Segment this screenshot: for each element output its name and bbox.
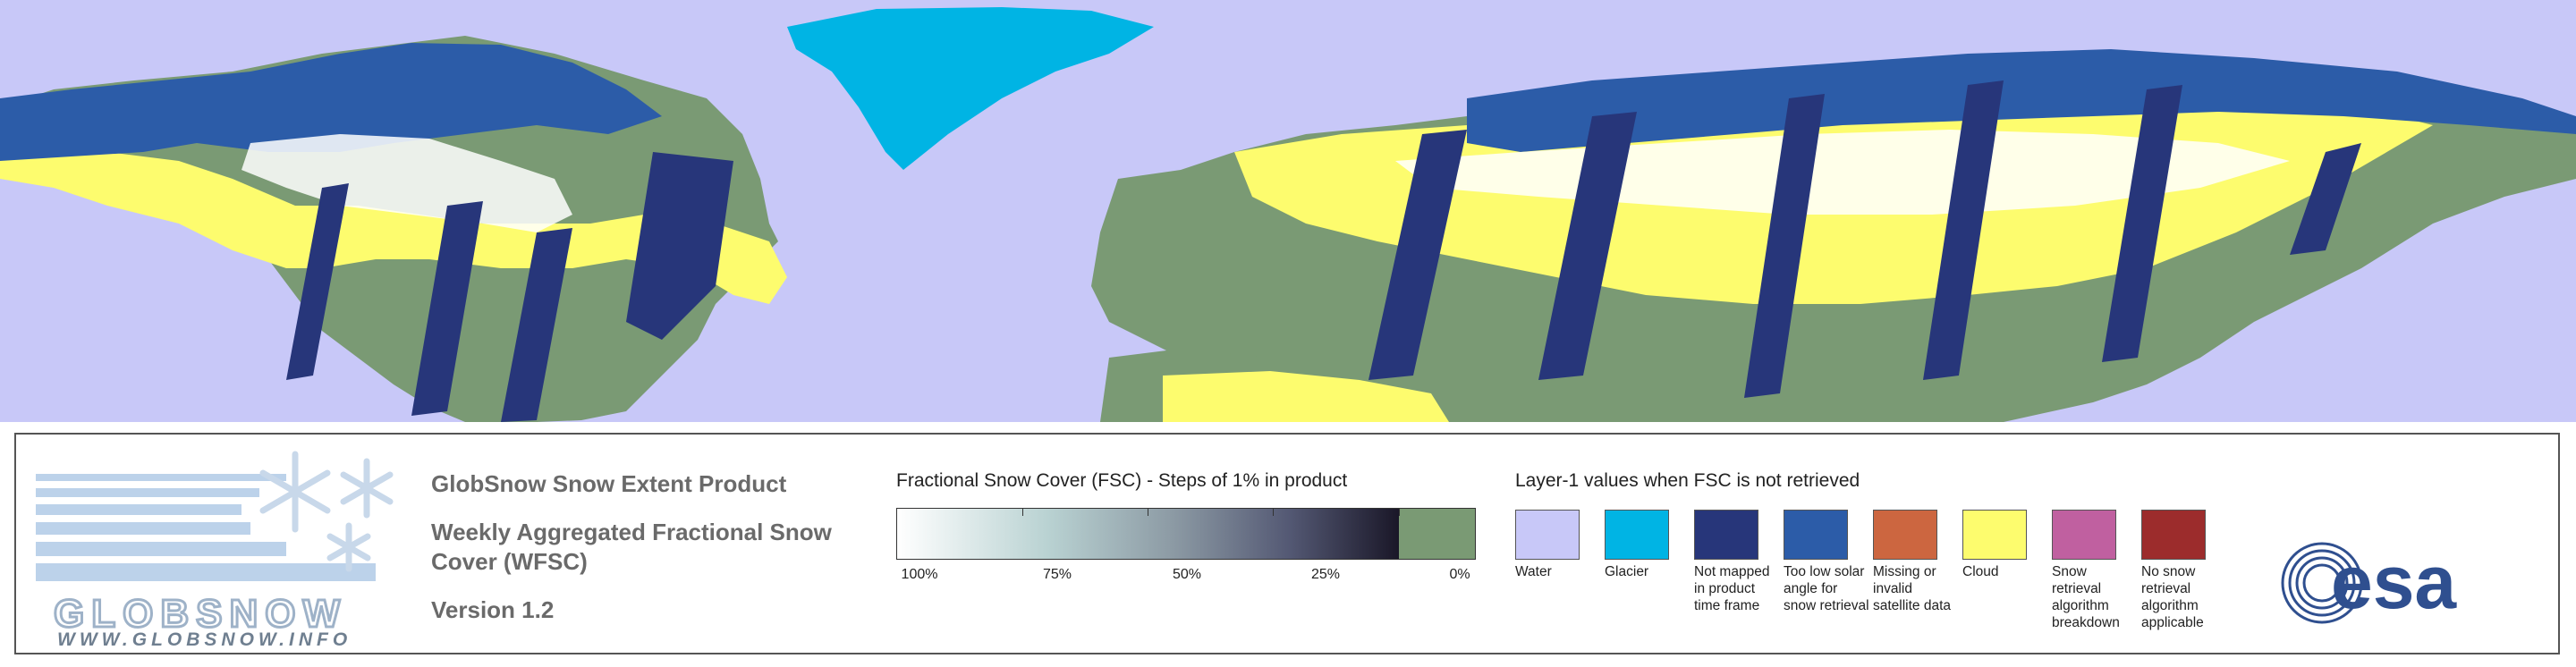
legend-item-not-mapped: Not mapped in product time frame bbox=[1694, 510, 1780, 614]
fsc-legend: Fractional Snow Cover (FSC) - Steps of 1… bbox=[896, 470, 1487, 587]
globsnow-url: WWW.GLOBSNOW.INFO bbox=[57, 629, 352, 650]
fsc-ticklabel-75: 75% bbox=[1042, 567, 1072, 582]
snowflake-icon bbox=[259, 451, 394, 572]
not-mapped-swaths bbox=[286, 80, 2361, 422]
africa-cloud bbox=[1163, 371, 1449, 422]
swath-7 bbox=[1744, 94, 1825, 398]
legend-item-missing-data: Missing or invalid satellite data bbox=[1873, 510, 1959, 614]
legend-label-algorithm-breakdown: Snow retrieval algorithm breakdown bbox=[2052, 564, 2120, 630]
legend-item-no-algorithm: No snow retrieval algorithm applicable bbox=[2141, 510, 2227, 631]
fsc-legend-title: Fractional Snow Cover (FSC) - Steps of 1… bbox=[896, 470, 1348, 491]
swath-5 bbox=[1368, 130, 1467, 380]
legend-swatch-glacier bbox=[1605, 510, 1669, 560]
greenland-glacier bbox=[787, 7, 1154, 170]
swath-8 bbox=[1923, 80, 2004, 380]
layer1-legend-title: Layer-1 values when FSC is not retrieved bbox=[1515, 470, 1860, 491]
north-america-cloud bbox=[0, 143, 787, 304]
swath-3 bbox=[501, 228, 572, 422]
legend-label-missing-data: Missing or invalid satellite data bbox=[1873, 564, 1952, 613]
globsnow-stripes-graphic bbox=[36, 451, 394, 581]
legend-swatch-water bbox=[1515, 510, 1580, 560]
globsnow-logo: GLOBSNOW WWW.GLOBSNOW.INFO bbox=[36, 449, 411, 650]
legend-swatch-low-solar-angle bbox=[1784, 510, 1848, 560]
legend-item-water: Water bbox=[1515, 510, 1601, 580]
fsc-ticklabel-100: 100% bbox=[901, 567, 938, 582]
legend-item-glacier: Glacier bbox=[1605, 510, 1690, 580]
fsc-tick-labels: 100% 75% 50% 25% 0% bbox=[896, 560, 1487, 587]
swath-2 bbox=[411, 201, 483, 416]
fsc-tick-75 bbox=[1022, 509, 1023, 516]
product-version: Version 1.2 bbox=[431, 596, 555, 623]
legend-swatch-not-mapped bbox=[1694, 510, 1758, 560]
legend-label-low-solar-angle: Too low solar angle for snow retrieval bbox=[1784, 564, 1869, 613]
product-subtitle: Weekly Aggregated Fractional Snow Cover … bbox=[431, 519, 832, 575]
legend-swatch-cloud bbox=[1962, 510, 2027, 560]
north-america-arctic-band bbox=[0, 43, 662, 161]
fsc-gradient bbox=[897, 509, 1399, 559]
legend-swatch-missing-data bbox=[1873, 510, 1937, 560]
esa-logo-graphic: esa bbox=[2281, 540, 2457, 624]
eurasia-arctic-band bbox=[1467, 49, 2576, 152]
esa-logo: esa bbox=[2268, 538, 2528, 628]
fsc-tick-0 bbox=[1399, 509, 1400, 516]
snow-map-svg bbox=[0, 7, 2576, 422]
fsc-ticklabel-50: 50% bbox=[1172, 567, 1202, 582]
esa-logo-text: esa bbox=[2331, 540, 2457, 624]
legend-label-no-algorithm: No snow retrieval algorithm applicable bbox=[2141, 564, 2204, 630]
legend-item-low-solar-angle: Too low solar angle for snow retrieval bbox=[1784, 510, 1869, 614]
legend-label-water: Water bbox=[1515, 564, 1552, 579]
fsc-zero-swatch bbox=[1399, 509, 1475, 559]
legend-swatch-algorithm-breakdown bbox=[2052, 510, 2116, 560]
globsnow-wordmark: GLOBSNOW bbox=[53, 591, 347, 637]
swath-1 bbox=[286, 183, 349, 380]
snow-cover-map[interactable] bbox=[0, 0, 2576, 422]
legend-panel: GLOBSNOW WWW.GLOBSNOW.INFO GlobSnow Snow… bbox=[14, 433, 2560, 654]
swath-6 bbox=[1538, 112, 1637, 380]
fsc-ticklabel-25: 25% bbox=[1310, 567, 1341, 582]
swath-10 bbox=[2290, 143, 2361, 255]
fsc-tick-25 bbox=[1273, 509, 1274, 516]
product-info: GlobSnow Snow Extent Product Weekly Aggr… bbox=[431, 470, 896, 624]
legend-item-algorithm-breakdown: Snow retrieval algorithm breakdown bbox=[2052, 510, 2138, 631]
legend-label-cloud: Cloud bbox=[1962, 564, 1999, 579]
layer1-legend: Layer-1 values when FSC is not retrieved… bbox=[1515, 470, 2320, 630]
legend-label-glacier: Glacier bbox=[1605, 564, 1649, 579]
legend-item-cloud: Cloud bbox=[1962, 510, 2048, 580]
legend-label-not-mapped: Not mapped in product time frame bbox=[1694, 564, 1770, 613]
north-america-snow bbox=[242, 134, 572, 232]
fsc-ticklabel-0: 0% bbox=[1449, 567, 1470, 582]
swath-9 bbox=[2102, 85, 2182, 362]
product-title: GlobSnow Snow Extent Product bbox=[431, 470, 787, 497]
fsc-colorbar bbox=[896, 508, 1476, 560]
legend-swatch-no-algorithm bbox=[2141, 510, 2206, 560]
swath-4 bbox=[626, 152, 733, 340]
